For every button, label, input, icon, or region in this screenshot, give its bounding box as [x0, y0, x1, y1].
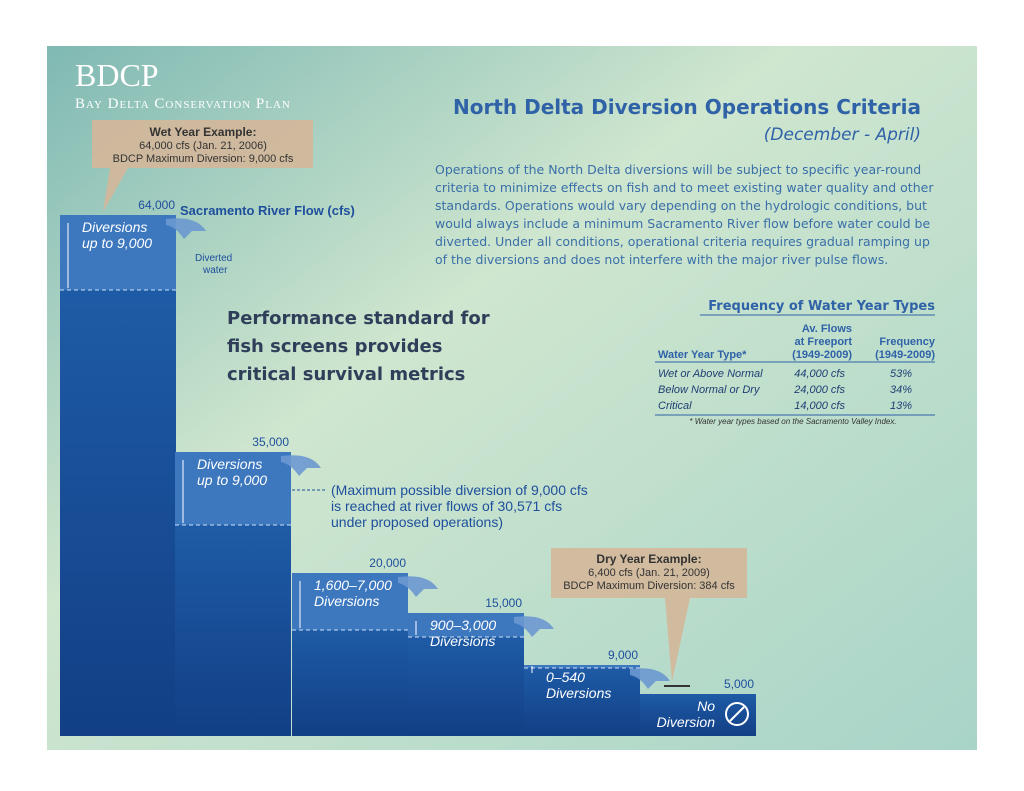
step-label: up to 9,000	[82, 235, 152, 251]
step-label: up to 9,000	[197, 472, 267, 488]
step-label: 900–3,000	[430, 617, 496, 633]
table-cell: 14,000 cfs	[794, 400, 845, 412]
flow-step-base	[292, 630, 408, 736]
diverted-note: Diverted	[195, 253, 232, 264]
table-header: (1949-2009)	[875, 349, 935, 361]
dry-title: Dry Year Example:	[596, 552, 701, 566]
flow-step-base	[60, 290, 176, 736]
step-label: Diversion	[657, 714, 716, 730]
table-title: Frequency of Water Year Types	[708, 299, 935, 314]
max-note: under proposed operations)	[331, 514, 503, 530]
dry-line: 6,400 cfs (Jan. 21, 2009)	[588, 567, 710, 579]
title: North Delta Diversion Operations Criteri…	[453, 95, 921, 119]
flow-step-base	[408, 637, 524, 736]
flow-value: 64,000	[138, 198, 175, 212]
step-label: 0–540	[546, 669, 585, 685]
step-label: Diversions	[197, 456, 262, 472]
performance-note: Performance standard for	[227, 308, 490, 329]
table-cell: Critical	[658, 400, 692, 412]
step-label: Diversions	[430, 633, 495, 649]
step-label: No	[697, 698, 715, 714]
logo: BDCP	[75, 57, 159, 93]
table-cell: 53%	[890, 368, 912, 380]
table-header: Water Year Type*	[658, 349, 747, 361]
performance-note: critical survival metrics	[227, 364, 465, 385]
table-cell: Below Normal or Dry	[658, 384, 761, 396]
description-line: would always include a minimum Sacrament…	[435, 216, 930, 231]
wet-line: 64,000 cfs (Jan. 21, 2006)	[139, 140, 267, 152]
table-cell: Wet or Above Normal	[658, 368, 763, 380]
org-name: Bay Delta Conservation Plan	[75, 96, 291, 112]
diversion-arrow	[398, 576, 438, 597]
wet-title: Wet Year Example:	[150, 125, 257, 139]
table-header: at Freeport	[795, 336, 853, 348]
flow-value: 20,000	[369, 556, 406, 570]
description-line: diverted. Under all conditions, operatio…	[435, 234, 930, 249]
table-cell: 13%	[890, 400, 912, 412]
icon-circle	[725, 702, 749, 726]
flow-value: 15,000	[485, 596, 522, 610]
flow-value: 9,000	[608, 648, 638, 662]
wet-line: BDCP Maximum Diversion: 9,000 cfs	[113, 153, 294, 165]
table-header: Av. Flows	[802, 323, 852, 335]
dry-callout	[551, 548, 747, 682]
max-note: is reached at river flows of 30,571 cfs	[331, 498, 562, 514]
step-label: Diversions	[82, 219, 147, 235]
diversion-arrow	[630, 668, 670, 689]
max-note: (Maximum possible diversion of 9,000 cfs	[331, 482, 588, 498]
diverted-note: water	[202, 265, 228, 276]
description-line: criteria to minimize effects on fish and…	[435, 180, 934, 195]
table-header: (1949-2009)	[792, 349, 852, 361]
table-header: Frequency	[879, 336, 936, 348]
step-label: Diversions	[314, 593, 379, 609]
step-label: 1,600–7,000	[314, 577, 392, 593]
description-line: of the diversions and does not interfere…	[435, 252, 888, 267]
description-line: standards. Operations would vary dependi…	[435, 198, 927, 213]
flow-step-base	[524, 668, 640, 736]
dry-line: BDCP Maximum Diversion: 384 cfs	[563, 580, 735, 592]
table-footnote: * Water year types based on the Sacramen…	[689, 417, 896, 426]
diversion-arrow	[281, 455, 321, 476]
flow-value: 35,000	[252, 435, 289, 449]
performance-note: fish screens provides	[227, 336, 442, 357]
diversion-arrow	[166, 218, 206, 239]
no-diversion-icon	[725, 702, 749, 726]
flow-value: 5,000	[724, 677, 754, 691]
table-cell: 34%	[890, 384, 912, 396]
flow-step-base	[175, 525, 291, 736]
flow-label: Sacramento River Flow (cfs)	[180, 203, 355, 218]
subtitle: (December - April)	[764, 125, 921, 145]
step-label: Diversions	[546, 685, 611, 701]
table-cell: 44,000 cfs	[794, 368, 845, 380]
wet-callout	[92, 120, 313, 212]
diversion-arrow	[514, 616, 554, 637]
table-cell: 24,000 cfs	[793, 384, 845, 396]
icon-slash	[729, 706, 745, 722]
description-line: Operations of the North Delta diversions…	[435, 162, 921, 177]
